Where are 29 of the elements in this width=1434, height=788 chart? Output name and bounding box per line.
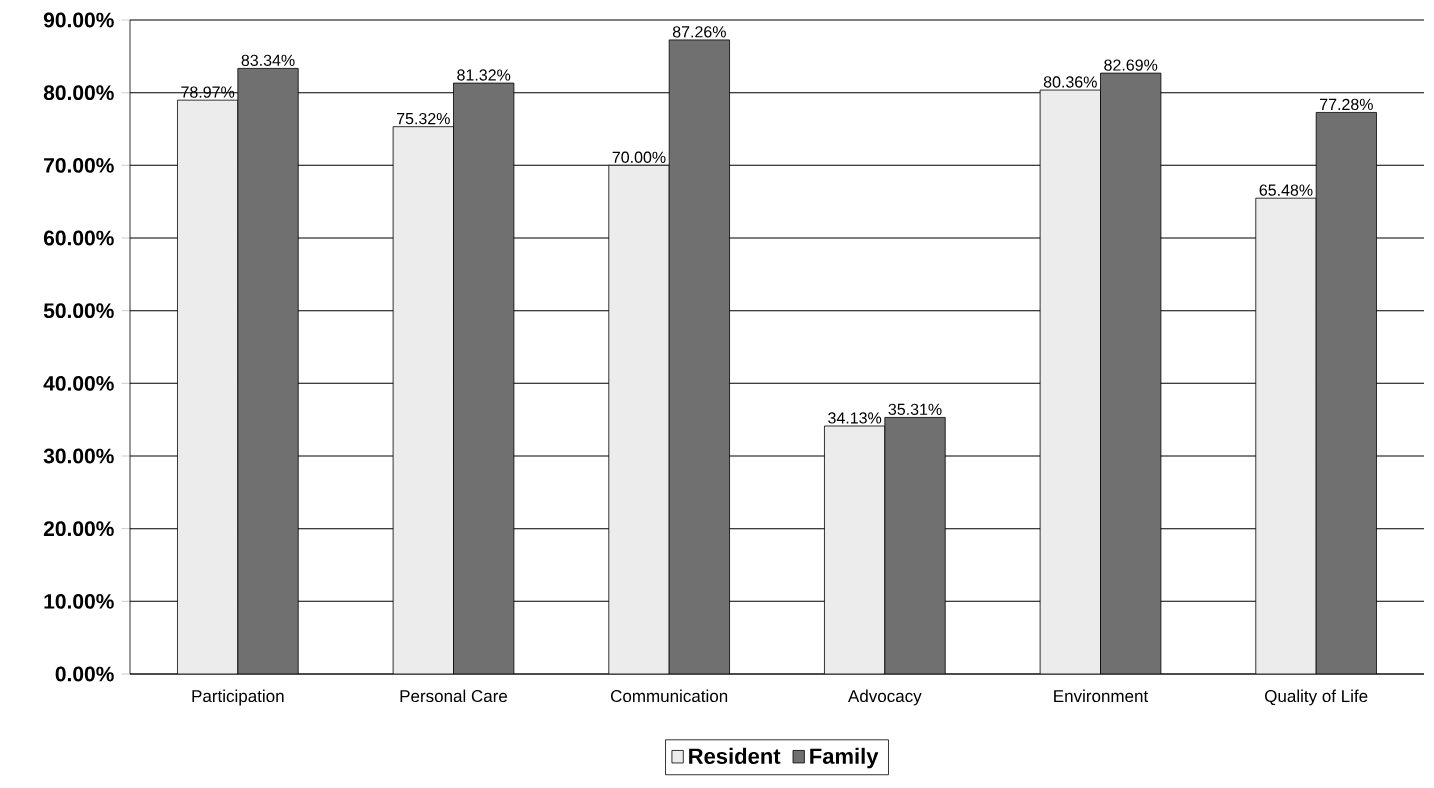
data-label: 75.32%: [396, 112, 450, 125]
x-tick-label: Participation: [192, 689, 284, 706]
y-tick-label: 90.00%: [43, 12, 114, 28]
y-tick-label: 20.00%: [43, 521, 114, 537]
y-tick-label: 0.00%: [55, 666, 114, 682]
y-tick-label: 70.00%: [44, 157, 114, 173]
legend-label: Family: [810, 747, 879, 769]
x-tick-label: Quality of Life: [1265, 689, 1368, 706]
y-tick-label: 40.00%: [43, 375, 114, 391]
y-tick-label: 80.00%: [43, 85, 114, 101]
data-label: 87.26%: [672, 26, 726, 38]
data-label: 35.31%: [888, 403, 942, 416]
x-tick-label: Personal Care: [400, 689, 508, 703]
data-label: 82.69%: [1104, 59, 1158, 71]
legend-label: Resident: [689, 747, 781, 764]
data-label: 80.36%: [1043, 76, 1097, 88]
data-label: 81.32%: [457, 69, 511, 81]
data-label: 34.13%: [828, 412, 882, 424]
data-label: 83.34%: [241, 54, 295, 66]
y-tick-label: 60.00%: [43, 230, 114, 246]
y-tick-label: 50.00%: [43, 303, 114, 319]
y-tick-label: 30.00%: [43, 448, 114, 464]
y-tick-label: 10.00%: [44, 593, 114, 609]
x-tick-label: Communication: [611, 689, 728, 703]
data-label: 65.48%: [1259, 184, 1313, 196]
data-label: 70.00%: [612, 151, 666, 163]
x-tick-label: Advocacy: [848, 689, 922, 706]
x-tick-label: Environment: [1054, 689, 1149, 703]
data-label: 77.28%: [1320, 98, 1373, 111]
